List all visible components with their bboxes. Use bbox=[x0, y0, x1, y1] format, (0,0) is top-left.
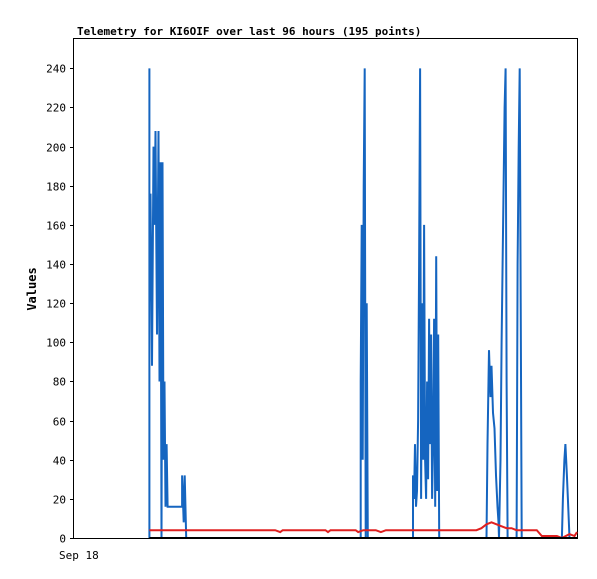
y-tick-label: 20 bbox=[53, 494, 66, 507]
chart-title: Telemetry for KI6OIF over last 96 hours … bbox=[77, 25, 421, 38]
y-tick-label: 60 bbox=[53, 416, 66, 429]
series-layer bbox=[148, 68, 578, 540]
y-axis-label: Values bbox=[25, 267, 39, 310]
y-tick-label: 180 bbox=[46, 181, 66, 194]
y-tick-label: 240 bbox=[46, 63, 66, 76]
y-tick-label: 220 bbox=[46, 102, 66, 115]
y-tick-label: 120 bbox=[46, 298, 66, 311]
y-axis-ticks: 0 20 40 60 80 100 120 140 160 180 200 220 240 bbox=[46, 63, 74, 546]
y-tick-label: 0 bbox=[59, 533, 66, 546]
y-tick-label: 160 bbox=[46, 220, 66, 233]
y-tick-label: 200 bbox=[46, 142, 66, 155]
y-tick-label: 80 bbox=[53, 376, 66, 389]
y-tick-label: 140 bbox=[46, 259, 66, 272]
y-tick-label: 100 bbox=[46, 337, 66, 350]
x-axis-ticks: Sep 18 bbox=[59, 549, 99, 562]
y-tick-label: 40 bbox=[53, 455, 66, 468]
x-tick-label: Sep 18 bbox=[59, 549, 99, 562]
series-line-blue bbox=[148, 68, 571, 539]
series-line-red bbox=[149, 521, 578, 540]
